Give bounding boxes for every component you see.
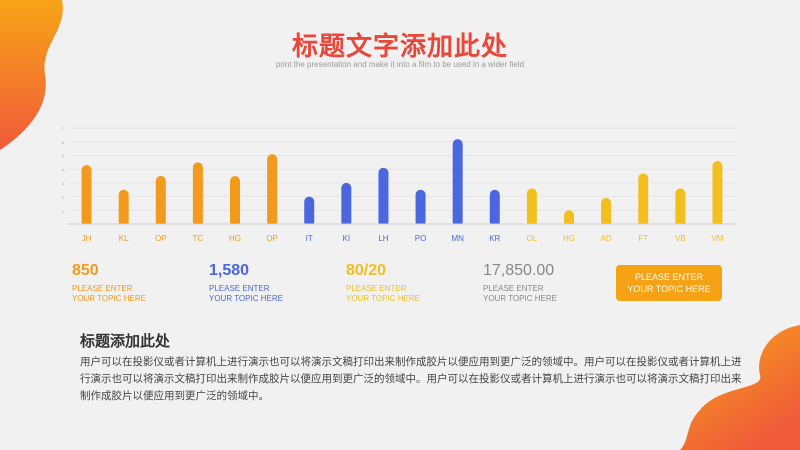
bar-mn [452, 139, 463, 227]
topic-button[interactable]: PLEASE ENTER YOUR TOPIC HERE [616, 265, 722, 301]
stat-block-4: 17,850.00 PLEASE ENTER YOUR TOPIC HERE [483, 262, 593, 304]
baseline-mask [68, 224, 736, 229]
bottom-right-blob [680, 325, 800, 450]
x-tick-label: AD [601, 234, 612, 243]
bar-ol [526, 188, 537, 227]
bar-hg [564, 210, 574, 227]
y-tick-label: 6 [62, 140, 65, 145]
page-title: 标题文字添加此处 [291, 32, 508, 62]
bar-it [304, 196, 315, 227]
x-tick-label: OL [527, 234, 538, 243]
x-tick-label: HG [229, 234, 241, 243]
y-tick-label: 3 [62, 181, 65, 186]
bar-jh [81, 165, 92, 227]
bar-tc [192, 162, 203, 227]
x-tick-label: PO [415, 234, 427, 243]
x-tick-label: IT [306, 234, 313, 243]
bar-kl [118, 189, 129, 227]
bar-op [267, 154, 278, 227]
bar-po [415, 189, 426, 227]
bar-hg [230, 176, 240, 227]
stat-value: 80/20 [346, 262, 387, 279]
y-tick-label: 1 [62, 208, 65, 213]
bar-lh [378, 167, 389, 227]
x-tick-label: VM [711, 234, 723, 243]
bar-vb [675, 188, 686, 227]
x-tick-label: JH [82, 234, 92, 243]
x-tick-label: TC [193, 234, 204, 243]
bar-vm [712, 160, 723, 227]
x-tick-label: HG [563, 234, 575, 243]
stat-label: PLEASE ENTER YOUR TOPIC HERE [72, 284, 146, 303]
bar-chart: 1 2 3 4 5 6 7 JH KL OP TC HG OP IT KI LH PO MN KR OL HG AD FT V… [62, 126, 736, 243]
x-tick-label: OP [155, 234, 167, 243]
stat-block-1: 850 PLEASE ENTER YOUR TOPIC HERE [72, 262, 182, 304]
y-tick-label: 4 [62, 167, 65, 172]
bar-ad [601, 197, 612, 227]
stat-block-2: 1,580 PLEASE ENTER YOUR TOPIC HERE [209, 262, 319, 304]
x-tick-label: VB [675, 234, 686, 243]
x-tick-label: KR [489, 234, 500, 243]
bar-kr [489, 189, 500, 227]
bar-ki [341, 182, 352, 227]
stat-label: PLEASE ENTER YOUR TOPIC HERE [346, 284, 420, 303]
topic-button-label: PLEASE ENTER YOUR TOPIC HERE [627, 272, 711, 294]
stat-label: PLEASE ENTER YOUR TOPIC HERE [483, 284, 557, 303]
top-left-blob [0, 0, 63, 150]
page-subtitle: print the presentation and make it into … [275, 60, 525, 69]
bar-ft [638, 173, 649, 227]
stat-label: PLEASE ENTER YOUR TOPIC HERE [209, 284, 283, 303]
stat-value: 850 [72, 262, 99, 279]
x-tick-label: MN [451, 234, 464, 243]
x-tick-label: KI [343, 234, 351, 243]
x-tick-label: OP [266, 234, 278, 243]
y-tick-label: 7 [62, 126, 65, 131]
stat-value: 1,580 [209, 262, 250, 279]
x-tick-label: FT [638, 234, 648, 243]
section-body: 用户可以在投影仪或者计算机上进行演示也可以将演示文稿打印出来制作成胶片以便应用到… [80, 356, 742, 402]
section-title: 标题添加此处 [80, 332, 171, 350]
stat-value: 17,850.00 [483, 262, 555, 279]
y-tick-label: 2 [62, 195, 65, 200]
x-tick-label: LH [378, 234, 388, 243]
bar-op [155, 176, 166, 227]
stat-block-3: 80/20 PLEASE ENTER YOUR TOPIC HERE [346, 262, 456, 304]
y-tick-label: 5 [62, 154, 65, 159]
x-tick-label: KL [119, 234, 129, 243]
